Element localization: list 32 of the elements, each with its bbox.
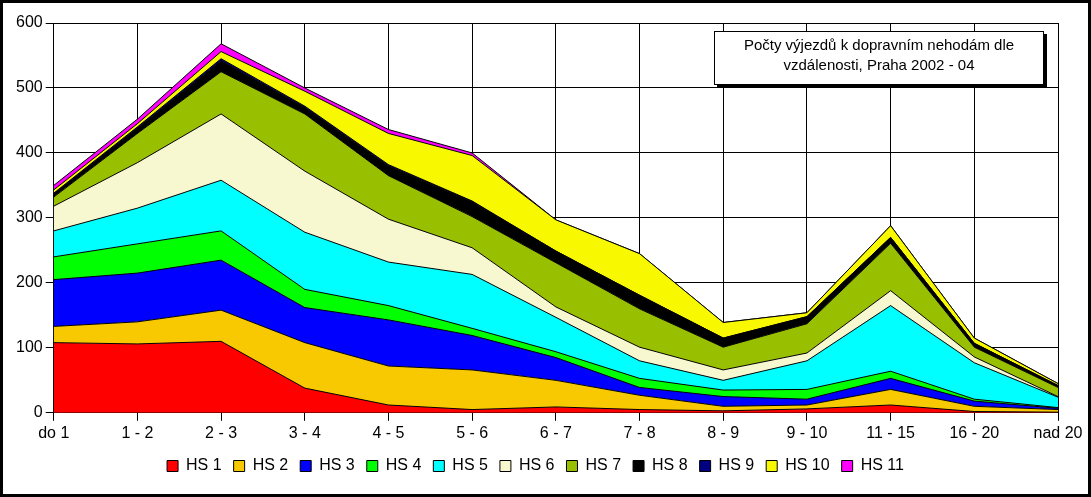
x-tick-label: 5 - 6 <box>456 423 489 441</box>
legend-label: HS 11 <box>860 456 905 474</box>
legend-label: HS 9 <box>718 456 755 474</box>
x-tick-label: 16 - 20 <box>949 423 1000 441</box>
x-tick-label: 9 - 10 <box>786 423 828 441</box>
x-tick-label: 3 - 4 <box>288 423 321 441</box>
y-tick-label: 200 <box>15 273 43 291</box>
x-tick-label: 7 - 8 <box>623 423 656 441</box>
y-tick-label: 400 <box>15 143 43 161</box>
legend-label: HS 2 <box>252 456 289 474</box>
y-tick-label: 500 <box>15 78 43 96</box>
text: Počty výjezdů k dopravním nehodám dle vzdálenosti, Praha 2002 - 04 <box>742 35 1016 75</box>
legend-label: HS 6 <box>518 456 555 474</box>
legend-label: HS 1 <box>186 456 222 474</box>
x-tick-label: 11 - 15 <box>866 423 916 441</box>
legend-label: HS 4 <box>385 456 422 474</box>
legend-label: HS 7 <box>585 456 622 474</box>
legend-label: HS 10 <box>785 456 830 474</box>
y-tick-label: 300 <box>15 208 43 226</box>
legend-label: HS 3 <box>319 456 355 474</box>
x-tick-label: 8 - 9 <box>707 423 740 441</box>
x-tick-label: do 1 <box>38 423 70 441</box>
legend-label: HS 5 <box>452 456 489 474</box>
y-tick-label: 0 <box>33 403 43 421</box>
y-tick-label: 600 <box>15 13 43 31</box>
x-tick-label: nad 20 <box>1033 423 1083 441</box>
y-tick-label: 100 <box>15 338 43 356</box>
x-tick-label: 6 - 7 <box>539 423 572 441</box>
x-tick-label: 1 - 2 <box>121 423 154 441</box>
x-tick-label: 2 - 3 <box>205 423 238 441</box>
x-tick-label: 4 - 5 <box>372 423 405 441</box>
legend-label: HS 8 <box>652 456 688 474</box>
